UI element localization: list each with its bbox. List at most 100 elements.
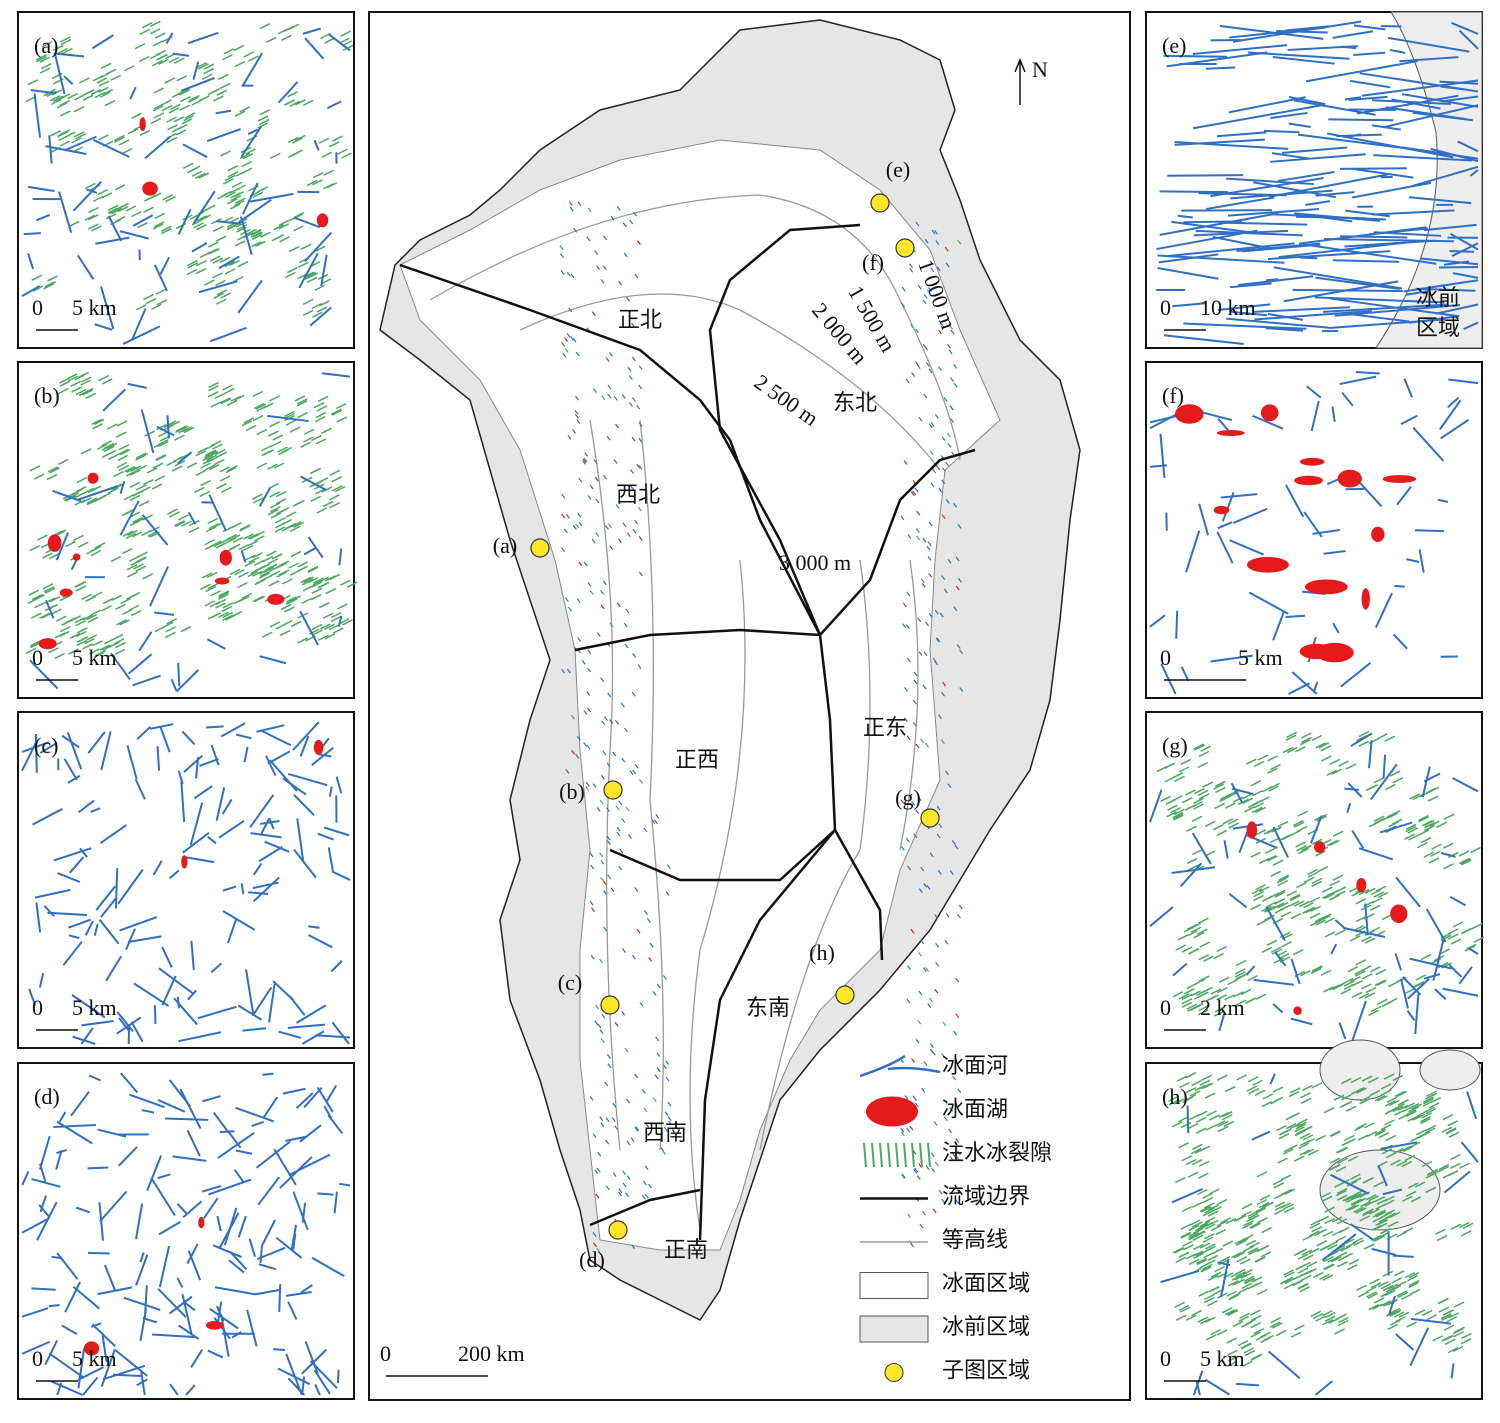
scale-zero: 0 <box>32 1346 43 1371</box>
river <box>1286 616 1305 617</box>
lake <box>215 578 230 585</box>
site-marker <box>604 781 622 799</box>
lake <box>1300 458 1324 466</box>
lake <box>142 182 158 196</box>
area-note: 区域 <box>1416 315 1460 340</box>
river <box>279 1284 280 1312</box>
river <box>1439 267 1478 268</box>
lake <box>1261 404 1279 421</box>
inset-panel: (f) 0 5 km <box>1146 362 1482 698</box>
basin-name: 西北 <box>616 482 660 507</box>
river <box>273 1349 285 1350</box>
contour-label: 3 000 m <box>779 550 851 575</box>
lake <box>48 534 62 552</box>
legend-label: 冰面河 <box>942 1053 1008 1078</box>
lake <box>206 1321 223 1330</box>
scale-label: 2 km <box>1200 995 1245 1020</box>
river <box>1340 168 1407 169</box>
river <box>1328 119 1393 120</box>
scale-zero: 0 <box>1160 645 1171 670</box>
basin-name: 正东 <box>863 715 907 740</box>
lake <box>1390 904 1407 923</box>
river <box>1394 586 1405 587</box>
river <box>49 1305 60 1306</box>
site-label: (e) <box>886 157 910 182</box>
river <box>1344 789 1358 790</box>
lake <box>220 550 232 566</box>
river <box>1181 210 1272 211</box>
panel-frame <box>18 12 354 348</box>
lake <box>1217 430 1245 436</box>
panel-label: (d) <box>34 1084 60 1109</box>
site-marker <box>609 1221 627 1239</box>
panel-frame <box>18 712 354 1048</box>
basin-name: 西南 <box>643 1120 687 1145</box>
lake <box>1247 821 1257 838</box>
lake <box>198 1217 204 1228</box>
lake <box>1371 527 1384 542</box>
river <box>165 1118 208 1119</box>
lake <box>314 740 324 755</box>
legend-area <box>860 1273 928 1299</box>
panel-label: (f) <box>1162 383 1184 408</box>
river <box>1188 1106 1189 1134</box>
legend-site <box>885 1364 903 1382</box>
lake <box>267 594 284 605</box>
site-label: (g) <box>895 785 921 810</box>
area-note: 冰前 <box>1416 285 1460 310</box>
river <box>24 233 41 234</box>
basin-name: 正北 <box>618 307 662 332</box>
lake <box>1383 475 1417 483</box>
scale-label: 5 km <box>1238 645 1283 670</box>
scale-label: 200 km <box>458 1341 525 1366</box>
scale-zero: 0 <box>32 995 43 1020</box>
scale-label: 5 km <box>72 295 117 320</box>
legend-lake <box>866 1097 918 1127</box>
river <box>1264 131 1300 132</box>
site-label: (h) <box>809 940 835 965</box>
river <box>88 1253 110 1254</box>
basin-name: 正西 <box>675 747 719 772</box>
site-label: (b) <box>559 779 585 804</box>
north-label: N <box>1032 57 1048 82</box>
legend-area <box>860 1316 928 1342</box>
scale-zero: 0 <box>32 645 43 670</box>
river <box>1450 251 1475 252</box>
lake <box>60 588 73 596</box>
panel-label: (e) <box>1162 33 1186 58</box>
river <box>155 1005 156 1024</box>
inset-panel: (b) 0 5 km <box>18 362 357 698</box>
river <box>206 726 224 727</box>
lake <box>1214 506 1230 514</box>
river <box>1160 191 1229 192</box>
river <box>1266 279 1278 280</box>
site-marker <box>896 239 914 257</box>
site-label: (a) <box>493 533 517 558</box>
lake <box>1362 588 1370 609</box>
scale-label: 5 km <box>72 645 117 670</box>
scale-zero: 0 <box>1160 995 1171 1020</box>
scale-zero: 0 <box>1160 1346 1171 1371</box>
legend-label: 子图区域 <box>942 1358 1030 1383</box>
lake <box>73 553 81 560</box>
lake <box>317 213 328 227</box>
panel-label: (b) <box>34 383 60 408</box>
lake <box>1316 643 1354 662</box>
panel-frame <box>18 1063 354 1399</box>
river <box>1340 236 1407 237</box>
lake <box>1338 470 1362 488</box>
river <box>1300 257 1318 258</box>
scale-label: 5 km <box>72 995 117 1020</box>
site-marker <box>921 809 939 827</box>
panel-label: (h) <box>1162 1084 1188 1109</box>
river <box>317 1193 333 1194</box>
legend-label: 注水冰裂隙 <box>942 1140 1052 1165</box>
river <box>1415 530 1444 531</box>
site-marker <box>836 986 854 1004</box>
legend-label: 冰面湖 <box>942 1097 1008 1122</box>
lake <box>181 855 187 868</box>
